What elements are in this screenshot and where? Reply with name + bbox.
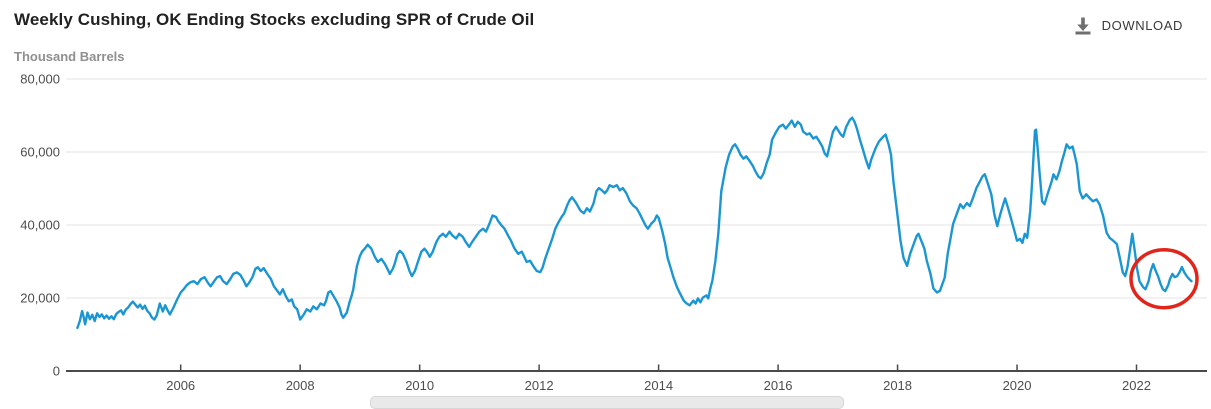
x-tick-label: 2014 (644, 378, 673, 393)
y-tick-label: 20,000 (20, 291, 60, 306)
y-tick-label: 80,000 (20, 72, 60, 87)
x-tick-label: 2012 (525, 378, 554, 393)
x-tick-label: 2016 (764, 378, 793, 393)
horizontal-scrollbar-thumb[interactable] (370, 396, 844, 409)
y-tick-label: 0 (53, 364, 60, 379)
stocks-line (76, 116, 1193, 330)
download-icon (1075, 17, 1091, 35)
x-tick-label: 2010 (405, 378, 434, 393)
x-tick-label: 2018 (883, 378, 912, 393)
page-title: Weekly Cushing, OK Ending Stocks excludi… (14, 10, 535, 29)
y-axis-units-label: Thousand Barrels (14, 49, 125, 64)
x-tick-label: 2022 (1122, 378, 1151, 393)
download-label: DOWNLOAD (1101, 18, 1183, 33)
highlight-ellipse (1129, 247, 1199, 310)
download-button[interactable]: DOWNLOAD (1072, 14, 1185, 37)
y-tick-label: 40,000 (20, 218, 60, 233)
x-tick-label: 2020 (1003, 378, 1032, 393)
x-tick-label: 2008 (286, 378, 315, 393)
y-tick-label: 60,000 (20, 145, 60, 160)
x-tick-label: 2006 (166, 378, 195, 393)
